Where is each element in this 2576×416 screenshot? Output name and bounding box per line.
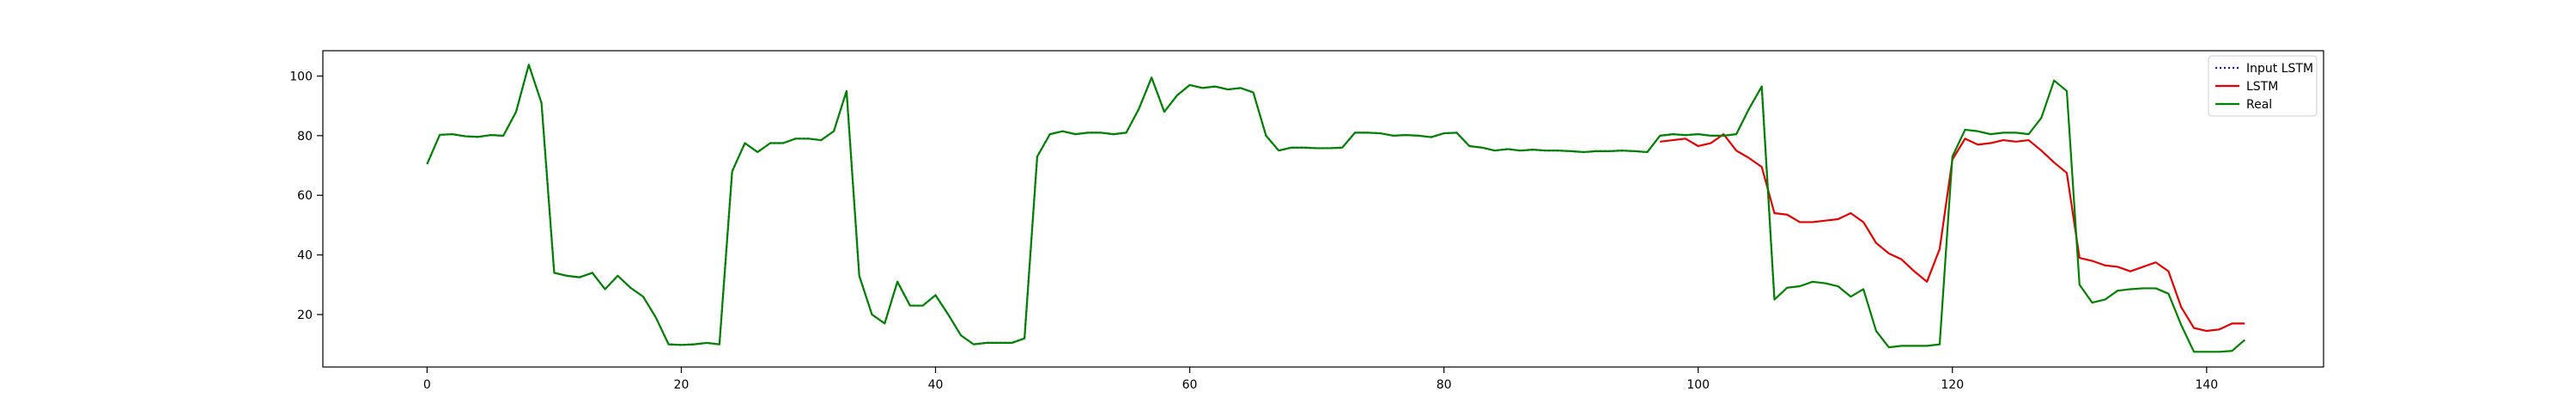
y-tick-label: 20 [297,309,313,322]
series-lines-layer [426,64,2245,353]
y-tick-label: 100 [289,70,313,83]
x-tick-label: 80 [1437,378,1452,392]
legend-label: LSTM [2246,80,2278,94]
x-tick-label: 60 [1182,378,1198,392]
x-tick-label: 120 [1941,378,1964,392]
y-tick-label: 40 [297,249,313,263]
x-tick-label: 40 [928,378,944,392]
legend-box [2208,55,2318,117]
axes-layer: 0 20 40 60 80 100 120 140 20 40 60 80 100 [289,50,2324,392]
series-line-input-lstm [426,64,1776,346]
legend: Input LSTM LSTM Real [2208,55,2318,117]
x-tick-label: 20 [674,378,690,392]
series-line-real [426,64,2245,353]
plot-frame [322,50,2324,368]
y-tick-label: 80 [297,130,313,144]
x-tick-label: 140 [2195,378,2218,392]
y-tick-label: 60 [297,189,313,203]
legend-label: Real [2246,98,2272,112]
legend-label: Input LSTM [2246,62,2313,76]
x-tick-label: 0 [423,378,431,392]
x-tick-label: 100 [1686,378,1710,392]
